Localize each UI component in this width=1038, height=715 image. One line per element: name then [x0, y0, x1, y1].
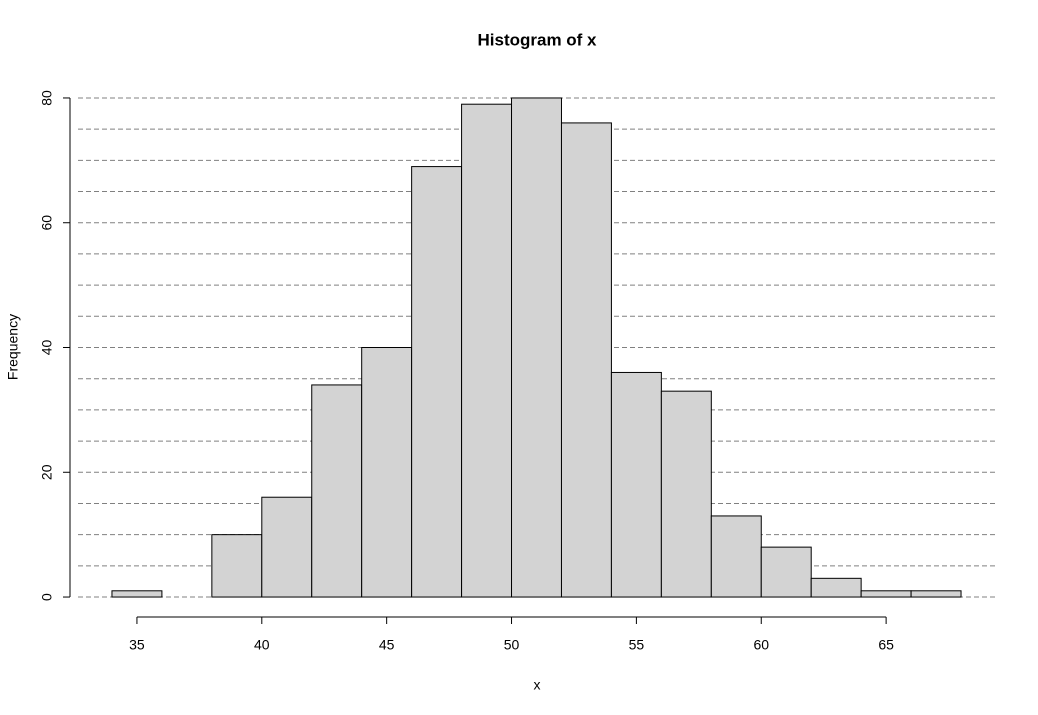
x-tick-label: 55 [629, 637, 645, 653]
bar [511, 97, 562, 598]
x-tick-label: 40 [254, 637, 270, 653]
bar [311, 384, 363, 598]
y-tick-label: 0 [39, 593, 55, 601]
bar [560, 122, 612, 598]
bar [710, 515, 762, 598]
x-axis-label: x [534, 677, 541, 693]
bar [760, 546, 812, 598]
bar [261, 496, 313, 598]
y-axis-label: Frequency [5, 314, 21, 380]
bar [610, 371, 662, 598]
y-tick-label: 60 [39, 215, 55, 231]
bar [461, 103, 513, 598]
x-tick-label: 45 [379, 637, 395, 653]
bar [361, 347, 413, 598]
bar [810, 577, 862, 598]
x-tick-label: 35 [129, 637, 145, 653]
bar [860, 590, 912, 598]
y-tick-label: 80 [39, 90, 55, 106]
bar [411, 166, 463, 598]
bar [660, 390, 712, 598]
x-tick-label: 65 [878, 637, 894, 653]
x-tick-label: 60 [753, 637, 769, 653]
x-tick-label: 50 [504, 637, 520, 653]
chart-title: Histogram of x [477, 30, 597, 49]
y-tick-label: 40 [39, 340, 55, 356]
bar [910, 590, 962, 598]
bar [111, 590, 163, 598]
y-tick-label: 20 [39, 464, 55, 480]
bar [211, 534, 263, 598]
